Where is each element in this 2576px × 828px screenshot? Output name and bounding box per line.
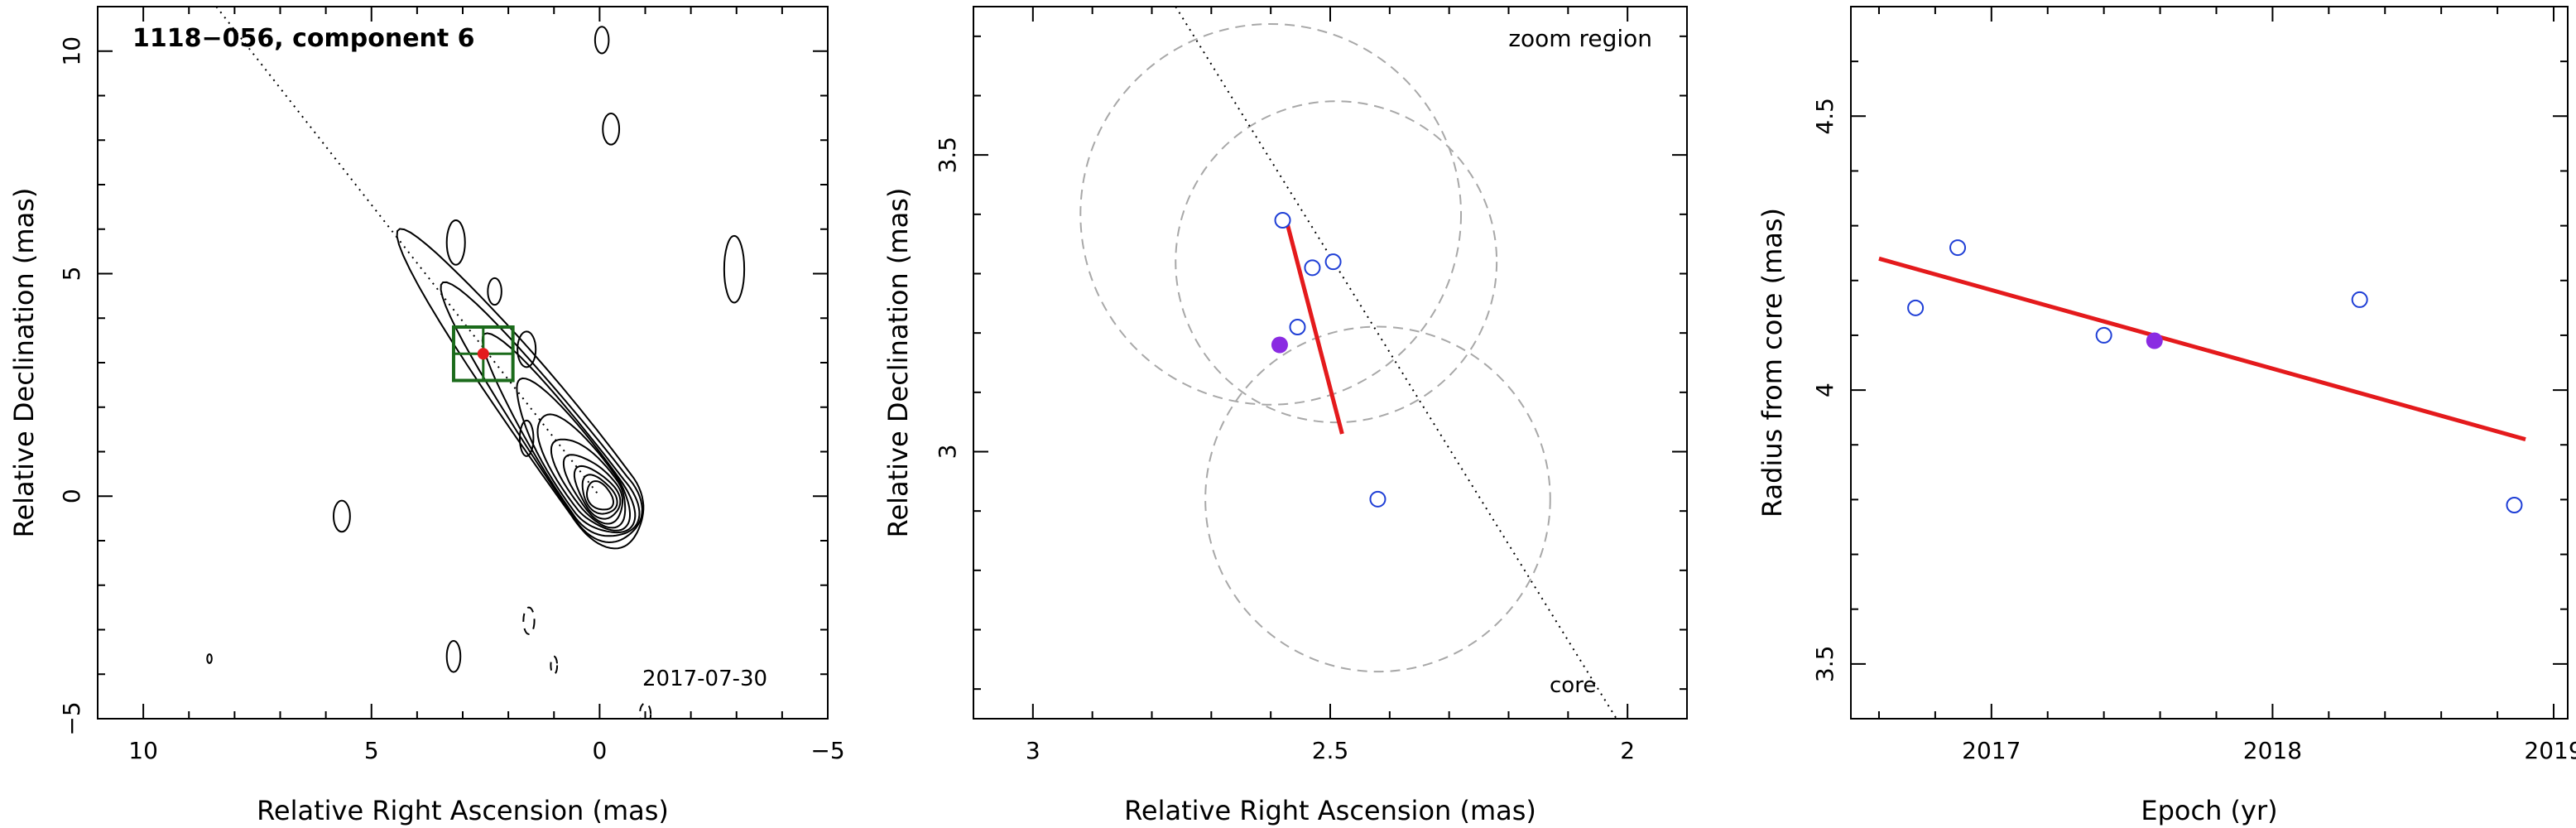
y-tick-label: 3 (934, 445, 961, 460)
radius-point-highlighted (2146, 332, 2163, 349)
radius-points (1907, 239, 2523, 513)
y-tick-label: 3.5 (934, 137, 961, 174)
contour-line (562, 454, 623, 525)
contour-blob (206, 653, 213, 664)
contour-line (440, 281, 643, 544)
radius-point (2095, 326, 2112, 344)
radius-point (1907, 299, 1925, 316)
panel2-frame (973, 6, 1688, 720)
core-label: core (1550, 673, 1596, 698)
error-circle (1079, 22, 1463, 406)
component-positions (1271, 212, 1387, 508)
y-tick-label: −5 (58, 701, 85, 735)
x-tick-label: 2017 (1962, 737, 2021, 764)
position-point (1274, 212, 1291, 229)
error-circles (1079, 22, 1551, 673)
contour-line (581, 474, 618, 515)
position-point (1289, 319, 1306, 335)
y-tick-label: 10 (58, 36, 85, 66)
x-tick-label: 2 (1620, 737, 1635, 764)
radius-point (1949, 239, 1967, 257)
panel1-title: 1118−056, component 6 (132, 24, 475, 53)
y-tick-label: 4.5 (1811, 98, 1838, 135)
panel3-y-axis-label: Radius from core (mas) (1757, 208, 1788, 518)
x-tick-label: 10 (128, 737, 158, 764)
panel1-y-axis-label: Relative Declination (mas) (8, 188, 40, 538)
direction-to-core-line (1175, 7, 1618, 719)
contour-blob (445, 219, 466, 266)
y-tick-label: 0 (58, 489, 85, 503)
panel1-ticks: 10 5 0 −5 −5 0 5 10 (58, 6, 845, 764)
error-circle (1175, 100, 1498, 424)
negative-contour (550, 655, 559, 676)
trajectory-fit-line (1283, 216, 1344, 435)
panel2-y-axis-label: Relative Declination (mas) (882, 188, 914, 538)
contour-line (516, 377, 637, 534)
contour-line (536, 413, 631, 532)
contour-line (586, 480, 615, 511)
y-tick-label: 5 (58, 267, 85, 282)
x-tick-label: 3 (1026, 737, 1040, 764)
contour-line (573, 465, 622, 520)
position-point-highlighted (1271, 336, 1288, 354)
panel3-x-axis-label: Epoch (yr) (2141, 795, 2277, 826)
panel3-frame (1850, 6, 2569, 720)
negative-contour (522, 606, 536, 635)
panel1-frame (97, 6, 829, 720)
position-point (1369, 490, 1387, 508)
contour-line (550, 438, 627, 529)
y-tick-label: 4 (1811, 383, 1838, 397)
x-tick-label: 2018 (2243, 737, 2302, 764)
contour-blob (602, 113, 621, 146)
error-circle (1204, 325, 1551, 673)
contour-blob (518, 419, 535, 457)
x-tick-label: 5 (364, 737, 379, 764)
radius-point (2506, 497, 2523, 513)
x-tick-label: 0 (592, 737, 607, 764)
contour-line (481, 332, 641, 537)
contour-line (396, 228, 645, 550)
panel3-ticks: 2017 2018 2019 3.5 4 4.5 (1811, 6, 2576, 764)
contour-blob (487, 277, 502, 306)
panel-radius-vs-epoch: 2017 2018 2019 3.5 4 4.5 Epoch (yr) Radius fr… (1757, 6, 2576, 826)
position-point (1304, 259, 1321, 277)
x-tick-label: −5 (810, 737, 844, 764)
jet-direction-line (215, 7, 601, 497)
contour-blob (594, 26, 610, 55)
contour-group (206, 26, 746, 719)
panel3-plot-area (1878, 239, 2526, 513)
contour-blob (517, 330, 537, 368)
component-marker (477, 348, 489, 360)
panel2-plot-area (1079, 7, 1618, 719)
panel1-plot-area (206, 7, 746, 719)
negative-contour (638, 702, 652, 719)
contour-blob (332, 499, 351, 533)
contour-blob (723, 234, 746, 304)
x-tick-label: 2019 (2524, 737, 2576, 764)
panel1-x-axis-label: Relative Right Ascension (mas) (257, 795, 669, 826)
panel2-x-axis-label: Relative Right Ascension (mas) (1124, 795, 1536, 826)
panel2-ticks: 3 2.5 2 3 3.5 (934, 7, 1688, 764)
radius-fit-line (1878, 256, 2526, 442)
panel1-epoch-label: 2017-07-30 (642, 667, 767, 691)
x-tick-label: 2.5 (1312, 737, 1349, 764)
panel-contour-map: 10 5 0 −5 −5 0 5 10 1118−056, component 6 2017-… (8, 6, 845, 826)
position-point (1324, 253, 1342, 271)
y-tick-label: 3.5 (1811, 646, 1838, 683)
panel-zoom-region: 3 2.5 2 3 3.5 zoom region core Relative Righ… (882, 6, 1688, 826)
panel2-title: zoom region (1508, 25, 1652, 52)
contour-blob (445, 639, 462, 673)
radius-point (2351, 291, 2368, 308)
